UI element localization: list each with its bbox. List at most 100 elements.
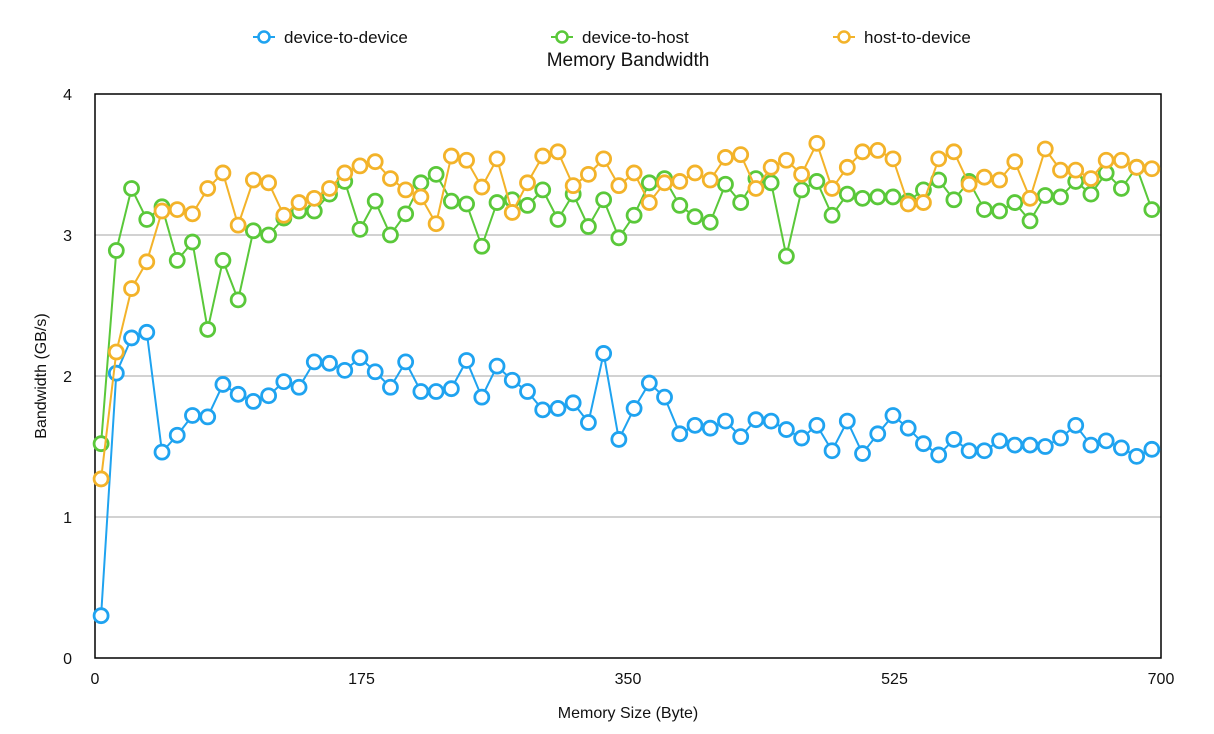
data-point-host-to-device <box>153 202 171 220</box>
data-point-device-to-host <box>945 191 963 209</box>
data-point-host-to-device <box>656 174 673 192</box>
data-point-device-to-device <box>975 442 993 460</box>
data-point-host-to-device <box>747 180 765 197</box>
plot-frame <box>94 93 1162 659</box>
data-point-device-to-device <box>107 364 125 382</box>
data-point-device-to-host <box>991 202 1008 220</box>
data-point-device-to-device <box>747 411 765 429</box>
data-point-host-to-device <box>534 147 552 165</box>
x-tick-label: 175 <box>348 671 375 688</box>
data-point-device-to-device <box>442 380 460 398</box>
data-point-device-to-device <box>1082 436 1100 454</box>
data-point-device-to-host <box>519 196 536 214</box>
y-tick-label: 2 <box>63 369 72 386</box>
data-point-host-to-device <box>275 206 293 224</box>
data-point-device-to-host <box>595 191 613 209</box>
data-point-device-to-device <box>640 374 658 392</box>
data-point-host-to-device <box>854 143 871 161</box>
y-tick-labels: 0 1 2 3 4 <box>63 87 72 668</box>
data-point-device-to-host <box>427 165 445 183</box>
data-point-device-to-device <box>991 432 1008 450</box>
data-point-host-to-device <box>336 164 354 182</box>
data-point-device-to-host <box>808 173 826 190</box>
data-point-device-to-device <box>123 329 140 347</box>
data-point-device-to-device <box>884 407 902 424</box>
series-layer <box>92 134 1161 625</box>
data-point-device-to-device <box>260 387 278 405</box>
chart-title: Memory Bandwidth <box>547 50 710 71</box>
data-point-device-to-host <box>168 251 186 269</box>
data-point-device-to-host <box>854 189 871 207</box>
data-point-device-to-host <box>869 188 887 206</box>
data-point-device-to-device <box>595 345 613 362</box>
data-point-device-to-device <box>214 376 232 393</box>
data-point-host-to-device <box>1113 151 1130 169</box>
data-point-host-to-device <box>1067 161 1085 179</box>
x-tick-label: 350 <box>615 671 642 688</box>
data-point-host-to-device <box>762 158 780 176</box>
data-point-device-to-device <box>899 419 917 437</box>
data-point-host-to-device <box>549 143 567 161</box>
data-point-device-to-device <box>777 421 795 438</box>
data-point-device-to-host <box>777 247 795 265</box>
data-point-device-to-device <box>397 353 415 371</box>
data-point-device-to-device <box>656 388 673 406</box>
data-point-host-to-device <box>123 280 140 297</box>
data-point-device-to-device <box>168 426 186 444</box>
data-point-device-to-device <box>488 357 506 375</box>
data-point-device-to-device <box>92 607 110 625</box>
data-point-host-to-device <box>1082 170 1100 188</box>
series-host-to-device <box>92 134 1161 488</box>
y-tick-label: 1 <box>63 510 72 527</box>
data-point-device-to-host <box>793 181 811 199</box>
data-point-device-to-host <box>229 291 247 309</box>
data-point-host-to-device <box>975 168 993 186</box>
data-point-device-to-host <box>717 175 734 193</box>
data-point-host-to-device <box>610 177 628 195</box>
data-point-device-to-host <box>732 194 750 211</box>
data-point-device-to-device <box>427 383 445 400</box>
data-point-host-to-device <box>184 205 201 223</box>
data-point-host-to-device <box>473 178 491 196</box>
data-point-host-to-device <box>777 151 795 169</box>
data-point-device-to-host <box>975 201 993 219</box>
data-point-host-to-device <box>1036 140 1054 158</box>
data-point-device-to-host <box>488 194 506 211</box>
data-point-device-to-host <box>1036 187 1054 204</box>
data-point-device-to-host <box>549 211 567 228</box>
data-point-host-to-device <box>564 177 582 195</box>
data-point-device-to-host <box>199 321 217 338</box>
data-point-device-to-device <box>930 446 948 464</box>
data-point-device-to-host <box>184 233 201 251</box>
data-point-device-to-host <box>1006 194 1024 211</box>
data-point-device-to-device <box>458 352 475 369</box>
legend-label: device-to-device <box>284 28 408 47</box>
data-point-host-to-device <box>1021 189 1039 207</box>
data-point-host-to-device <box>595 150 613 168</box>
data-point-host-to-device <box>321 180 338 197</box>
data-point-device-to-host <box>214 251 232 269</box>
data-point-device-to-host <box>762 174 780 192</box>
data-point-device-to-host <box>473 237 491 255</box>
data-point-device-to-device <box>473 388 491 406</box>
data-point-host-to-device <box>930 150 948 168</box>
data-point-device-to-host <box>701 213 719 231</box>
data-point-host-to-device <box>92 470 110 488</box>
data-point-device-to-host <box>1052 188 1069 206</box>
data-point-host-to-device <box>442 147 460 165</box>
data-point-device-to-host <box>884 188 902 206</box>
data-point-device-to-device <box>580 414 597 431</box>
legend: device-to-device device-to-host host-to-de… <box>253 28 971 47</box>
data-point-host-to-device <box>397 181 415 199</box>
data-point-device-to-device <box>686 416 704 434</box>
data-point-host-to-device <box>838 158 856 176</box>
data-point-device-to-host <box>671 196 689 214</box>
data-point-device-to-device <box>519 383 536 400</box>
data-point-device-to-device <box>671 425 689 443</box>
data-point-host-to-device <box>168 201 186 219</box>
data-point-device-to-device <box>549 400 567 417</box>
legend-label: host-to-device <box>864 28 971 47</box>
data-point-host-to-device <box>960 175 978 193</box>
data-point-host-to-device <box>382 170 399 188</box>
